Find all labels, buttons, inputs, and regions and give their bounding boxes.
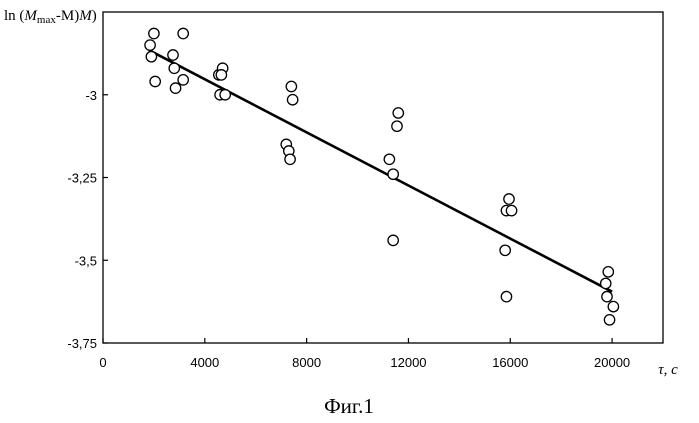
data-point <box>384 154 394 164</box>
data-point <box>604 315 614 325</box>
data-point <box>392 121 402 131</box>
y-tick-label: -3,5 <box>75 253 97 268</box>
data-point <box>602 291 612 301</box>
data-point <box>285 154 295 164</box>
data-point <box>168 50 178 60</box>
data-point <box>501 291 511 301</box>
data-point <box>169 63 179 73</box>
data-point <box>149 28 159 38</box>
data-point <box>393 108 403 118</box>
data-point <box>146 51 156 61</box>
y-tick-label: -3,75 <box>67 336 97 351</box>
data-point <box>170 83 180 93</box>
data-point <box>145 40 155 50</box>
data-point <box>500 245 510 255</box>
plot-frame <box>103 12 663 343</box>
data-point <box>603 267 613 277</box>
data-point <box>388 169 398 179</box>
x-tick-label: 16000 <box>492 355 528 370</box>
data-point <box>601 278 611 288</box>
data-point <box>220 90 230 100</box>
y-tick-label: -3,25 <box>67 171 97 186</box>
plot-area: 0 4000 8000 12000 16000 20000 -3 -3,25 -3,5 -3,75 <box>67 12 663 370</box>
x-tick-label: 4000 <box>190 355 219 370</box>
data-point <box>178 75 188 85</box>
x-axis-title: τ, c <box>658 362 678 378</box>
x-tick-label: 8000 <box>292 355 321 370</box>
data-point <box>178 28 188 38</box>
data-point <box>506 205 516 215</box>
trend-line <box>149 50 612 292</box>
y-axis-title: ln (Mmax-M)M) <box>4 8 97 26</box>
data-point <box>608 301 618 311</box>
figure-caption: Фиг.1 <box>324 394 374 418</box>
data-point <box>287 95 297 105</box>
data-point <box>150 76 160 86</box>
data-point <box>388 235 398 245</box>
x-tick-label: 0 <box>99 355 106 370</box>
y-tick-label: -3 <box>85 88 97 103</box>
x-tick-label: 12000 <box>390 355 426 370</box>
data-point <box>286 81 296 91</box>
data-point <box>216 70 226 80</box>
x-tick-label: 20000 <box>594 355 630 370</box>
data-point <box>504 194 514 204</box>
